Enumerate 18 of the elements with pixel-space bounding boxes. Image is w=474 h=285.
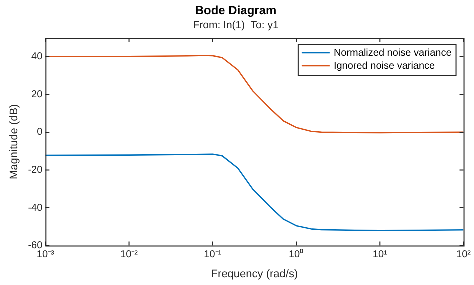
chart-subtitle: From: In(1) To: y1 [193,20,279,32]
y-tick-label: 20 [32,89,44,100]
chart-title: Bode Diagram [195,4,277,18]
x-tick-label: 10⁻² [120,250,139,261]
x-tick-label: 10² [456,250,472,261]
legend-label: Normalized noise variance [334,48,452,59]
y-tick-label: -60 [28,240,44,252]
y-tick-label: -20 [28,164,44,176]
legend-label: Ignored noise variance [334,60,436,72]
x-tick-label: 10⁻¹ [204,250,222,261]
y-axis-title: Magnitude (dB) [8,104,21,180]
y-tick-label: 0 [37,127,44,138]
x-tick-label: 10¹ [372,250,388,261]
y-tick-label: -40 [28,202,44,214]
y-tick-label: 40 [32,52,44,63]
x-axis-title: Frequency (rad/s) [211,268,298,280]
x-tick-label: 10⁰ [288,248,304,261]
x-tick-label: 10⁻³ [36,250,56,261]
